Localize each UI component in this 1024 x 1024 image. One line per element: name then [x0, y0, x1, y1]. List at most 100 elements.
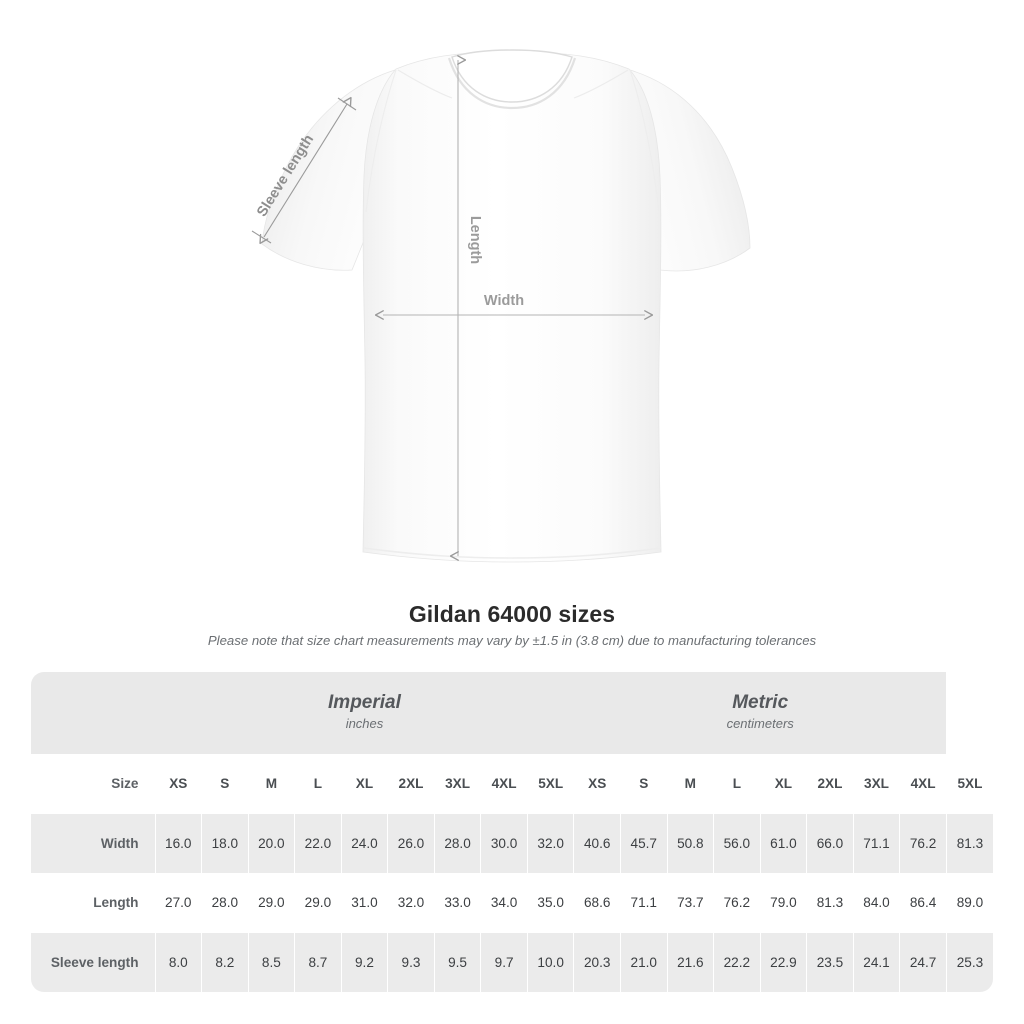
tshirt-hem: [363, 547, 662, 559]
cell-length-metric-5xl: 89.0: [945, 873, 993, 933]
size-col-imperial-m: M: [247, 754, 295, 814]
unit-header-imperial: Imperial inches: [155, 672, 574, 754]
cell-sleeve-imperial-2xl: 9.3: [387, 932, 435, 992]
cell-length-imperial-xs: 27.0: [154, 873, 202, 933]
cell-sleeve-imperial-l: 8.7: [294, 932, 342, 992]
cell-sleeve-imperial-m: 8.5: [247, 932, 295, 992]
cell-length-metric-m: 73.7: [666, 873, 714, 933]
width-label: Width: [484, 293, 524, 309]
unit-system-header-row: Imperial inches Metric centimeters: [31, 672, 993, 754]
cell-width-metric-xl: 61.0: [759, 813, 807, 873]
tshirt-right-armhole-seam: [629, 69, 660, 213]
size-col-imperial-4xl: 4XL: [480, 754, 528, 814]
row-label-length: Length: [31, 873, 155, 933]
size-col-metric-l: L: [713, 754, 761, 814]
cell-sleeve-imperial-xl: 9.2: [340, 932, 388, 992]
cell-width-metric-5xl: 81.3: [945, 813, 993, 873]
cell-length-metric-l: 76.2: [713, 873, 761, 933]
row-label-size: Size: [31, 754, 155, 814]
cell-length-imperial-5xl: 35.0: [526, 873, 574, 933]
tshirt-measurement-diagram: Sleeve length Length Width: [251, 49, 751, 563]
cell-width-imperial-2xl: 26.0: [387, 813, 435, 873]
cell-length-metric-4xl: 86.4: [899, 873, 947, 933]
cell-width-metric-l: 56.0: [713, 813, 761, 873]
cell-length-imperial-3xl: 33.0: [433, 873, 481, 933]
unit-name-imperial: Imperial: [328, 692, 401, 714]
cell-sleeve-imperial-5xl: 10.0: [526, 932, 574, 992]
tshirt-body: [362, 51, 662, 563]
cell-length-imperial-2xl: 32.0: [387, 873, 435, 933]
unit-header-metric: Metric centimeters: [573, 672, 947, 754]
row-label-width: Width: [31, 813, 155, 873]
size-col-imperial-l: L: [294, 754, 342, 814]
cell-sleeve-metric-2xl: 23.5: [806, 932, 854, 992]
size-col-metric-xs: XS: [573, 754, 621, 814]
cell-sleeve-imperial-4xl: 9.7: [480, 932, 528, 992]
tshirt-left-armhole-seam: [365, 69, 397, 213]
cell-width-metric-2xl: 66.0: [806, 813, 854, 873]
cell-width-imperial-xs: 16.0: [154, 813, 202, 873]
unit-row-spacer: [31, 672, 155, 754]
size-col-imperial-s: S: [201, 754, 249, 814]
cell-sleeve-metric-5xl: 25.3: [945, 932, 993, 992]
size-header-row: Size XS S M L XL 2XL 3XL 4XL 5XL XS S M …: [31, 754, 993, 814]
row-label-sleeve-length: Sleeve length: [31, 932, 155, 992]
cell-length-imperial-l: 29.0: [294, 873, 342, 933]
cell-sleeve-metric-xl: 22.9: [759, 932, 807, 992]
cell-sleeve-metric-3xl: 24.1: [852, 932, 900, 992]
table-row: Width 16.0 18.0 20.0 22.0 24.0 26.0 28.0…: [31, 813, 993, 873]
cell-sleeve-imperial-3xl: 9.5: [433, 932, 481, 992]
cell-sleeve-imperial-s: 8.2: [201, 932, 249, 992]
cell-length-metric-xs: 68.6: [573, 873, 621, 933]
cell-length-imperial-4xl: 34.0: [480, 873, 528, 933]
cell-width-imperial-5xl: 32.0: [526, 813, 574, 873]
size-chart-table-container: Imperial inches Metric centimeters Size …: [31, 672, 993, 992]
size-col-imperial-2xl: 2XL: [387, 754, 435, 814]
cell-sleeve-metric-l: 22.2: [713, 932, 761, 992]
size-col-metric-m: M: [666, 754, 714, 814]
cell-length-metric-2xl: 81.3: [806, 873, 854, 933]
cell-sleeve-metric-m: 21.6: [666, 932, 714, 992]
tshirt-right-shoulder-seam: [573, 69, 629, 99]
page-subtitle: Please note that size chart measurements…: [207, 633, 817, 648]
size-col-metric-s: S: [620, 754, 668, 814]
page-title: Gildan 64000 sizes: [408, 601, 616, 627]
tshirt-collar: [451, 49, 573, 103]
unit-name-metric: Metric: [732, 692, 789, 714]
cell-width-imperial-xl: 24.0: [340, 813, 388, 873]
size-col-metric-xl: XL: [759, 754, 807, 814]
cell-width-imperial-3xl: 28.0: [433, 813, 481, 873]
cell-width-imperial-4xl: 30.0: [480, 813, 528, 873]
cell-length-metric-xl: 79.0: [759, 873, 807, 933]
size-col-metric-3xl: 3XL: [852, 754, 900, 814]
size-col-imperial-3xl: 3XL: [433, 754, 481, 814]
cell-length-imperial-s: 28.0: [201, 873, 249, 933]
size-col-metric-5xl: 5XL: [945, 754, 993, 814]
size-col-metric-4xl: 4XL: [899, 754, 947, 814]
size-col-imperial-5xl: 5XL: [526, 754, 574, 814]
cell-length-metric-3xl: 84.0: [852, 873, 900, 933]
cell-width-metric-3xl: 71.1: [852, 813, 900, 873]
sleeve-length-dimension: [251, 98, 357, 243]
size-col-imperial-xs: XS: [154, 754, 202, 814]
cell-width-metric-4xl: 76.2: [899, 813, 947, 873]
cell-width-metric-m: 50.8: [666, 813, 714, 873]
unit-sub-imperial: inches: [345, 716, 384, 732]
length-label: Length: [467, 216, 483, 264]
cell-sleeve-metric-s: 21.0: [620, 932, 668, 992]
cell-width-imperial-l: 22.0: [294, 813, 342, 873]
cell-width-metric-s: 45.7: [620, 813, 668, 873]
cell-length-imperial-xl: 31.0: [340, 873, 388, 933]
cell-length-imperial-m: 29.0: [247, 873, 295, 933]
cell-length-metric-s: 71.1: [620, 873, 668, 933]
size-chart-table: Imperial inches Metric centimeters Size …: [31, 672, 993, 992]
size-col-metric-2xl: 2XL: [806, 754, 854, 814]
tshirt-left-shoulder-seam: [397, 69, 453, 99]
cell-width-metric-xs: 40.6: [573, 813, 621, 873]
cell-width-imperial-s: 18.0: [201, 813, 249, 873]
size-col-imperial-xl: XL: [340, 754, 388, 814]
table-row: Length 27.0 28.0 29.0 29.0 31.0 32.0 33.…: [31, 873, 993, 933]
cell-width-imperial-m: 20.0: [247, 813, 295, 873]
cell-sleeve-metric-xs: 20.3: [573, 932, 621, 992]
